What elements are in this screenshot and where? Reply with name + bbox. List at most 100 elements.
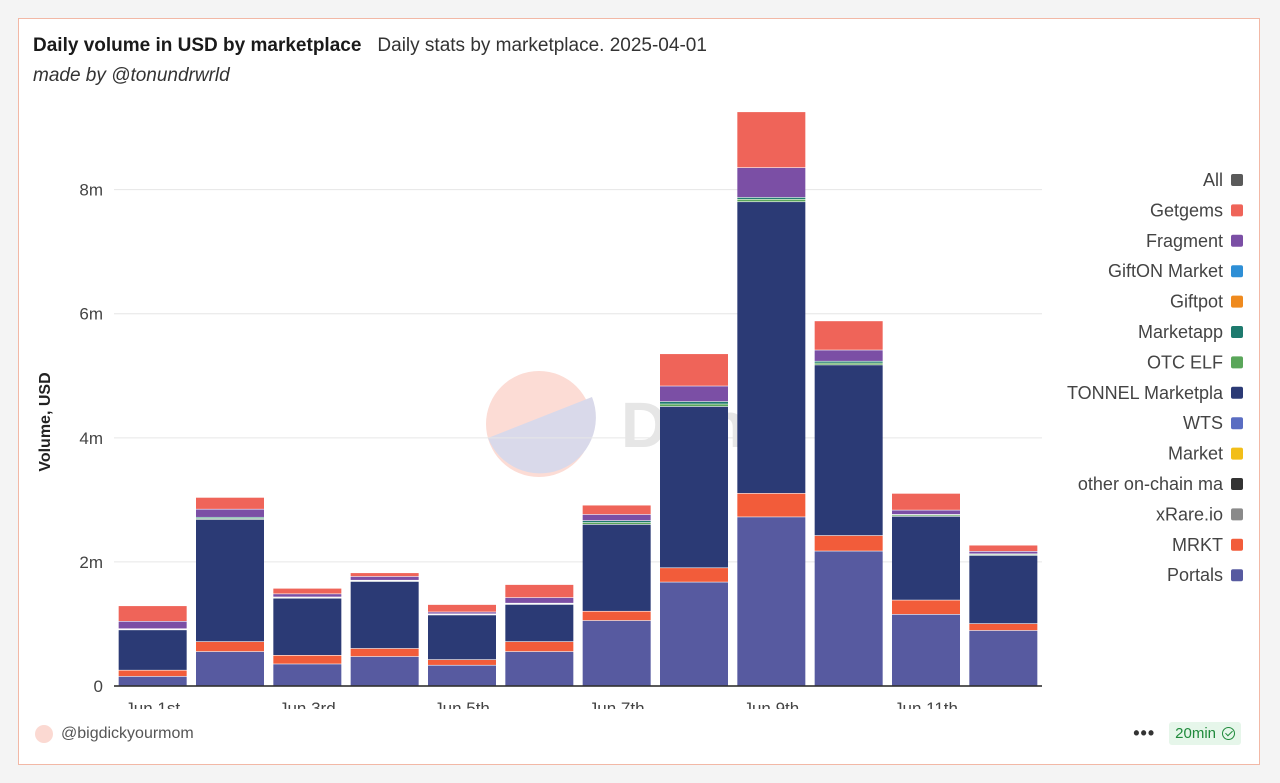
check-circle-icon: [1222, 727, 1235, 740]
bar-segment: Fragment: 60000: [350, 576, 419, 580]
legend-swatch: [1231, 234, 1243, 247]
legend-swatch: [1231, 569, 1243, 582]
x-tick-label: Jun 3rd: [279, 699, 336, 709]
legend-swatch: [1231, 478, 1243, 490]
bar-segment: Fragment: 250000: [660, 386, 728, 402]
bar-segment: OTC ELF: 40000: [737, 199, 806, 202]
bar-segment: Portals: 1150000: [892, 614, 960, 686]
bar-segment: Getgems: 250000: [118, 606, 187, 621]
bar-segment: Getgems: 150000: [582, 505, 651, 515]
y-tick-label: 4m: [79, 429, 103, 448]
y-tick-label: 2m: [79, 553, 103, 572]
bar-segment: Marketapp: 40000: [660, 401, 728, 404]
watermark-logo-icon-lower: [488, 397, 596, 474]
chart-grid: [114, 189, 1042, 563]
bar-stack: Portals: 890000MRKT: 110000TONNEL Market…: [969, 545, 1038, 686]
chart-axes: 0 2m 4m 6m 8m Jun 1st Jun 3rd Jun 5th Jun 7th Jun…: [79, 181, 1042, 709]
chart-header: Daily volume in USD by marketplace Daily…: [33, 35, 707, 87]
footer-creator: @bigdickyourmom: [35, 725, 194, 743]
bar-segment: MRKT: 150000: [582, 611, 651, 621]
legend-swatch: [1231, 538, 1243, 551]
chart-subtitle: Daily stats by marketplace. 2025-04-01: [377, 35, 707, 56]
bar-segment: MRKT: 110000: [969, 623, 1038, 631]
bar-segment: TONNEL Marketpla: 1350000: [892, 516, 960, 600]
bar-segment: Getgems: 90000: [273, 588, 342, 594]
bar-stack: Portals: 330000MRKT: 90000TONNEL Marketp…: [428, 604, 496, 686]
bar-segment: Fragment: 480000: [737, 167, 806, 198]
x-tick-label: Jun 11th: [894, 699, 958, 709]
legend-label: Getgems: [1150, 200, 1223, 220]
chart-bars: Portals: 150000MRKT: 100000TONNEL Market…: [118, 112, 1038, 686]
more-options-icon[interactable]: •••: [1133, 723, 1156, 743]
legend-label: Marketapp: [1138, 322, 1223, 342]
bar-segment: Portals: 1670000: [660, 582, 728, 686]
bar-stack: Portals: 2170000MRKT: 250000TONNEL Marke…: [814, 321, 883, 686]
bar-segment: Getgems: 190000: [196, 497, 264, 509]
bar-segment: MRKT: 250000: [814, 535, 883, 551]
bar-segment: MRKT: 130000: [350, 648, 419, 657]
legend-swatch: [1231, 447, 1243, 460]
legend-label: TONNEL Marketpla: [1067, 383, 1224, 403]
legend-swatch: [1231, 265, 1243, 278]
bar-segment: Getgems: 210000: [505, 584, 574, 598]
x-tick-label: Jun 7th: [589, 699, 645, 709]
bar-segment: TONNEL Marketpla: 650000: [118, 630, 187, 670]
legend-swatch: [1231, 326, 1243, 338]
bar-segment: Getgems: 270000: [892, 493, 960, 510]
chart-title: Daily volume in USD by marketplace: [33, 35, 362, 56]
legend-swatch: [1231, 204, 1243, 217]
footer-actions: ••• 20min: [1133, 722, 1241, 745]
bar-segment: MRKT: 160000: [505, 641, 574, 652]
bar-segment: TONNEL Marketpla: 1080000: [350, 581, 419, 649]
bar-segment: Fragment: 50000: [273, 594, 342, 597]
bar-segment: Marketapp: 20000: [196, 517, 264, 519]
creator-handle[interactable]: @bigdickyourmom: [61, 725, 194, 742]
x-tick-label: Jun 9th: [743, 699, 799, 709]
bar-stack: Portals: 350000MRKT: 140000TONNEL Market…: [273, 588, 342, 686]
bar-stack: Portals: 1050000MRKT: 150000TONNEL Marke…: [582, 505, 651, 686]
bar-segment: MRKT: 90000: [428, 659, 496, 665]
bar-segment: MRKT: 380000: [737, 493, 806, 517]
refresh-badge[interactable]: 20min: [1169, 722, 1241, 745]
bar-segment: Fragment: 120000: [118, 621, 187, 629]
legend-label: GiftON Market: [1108, 261, 1223, 281]
x-tick-label: Jun 1st: [125, 699, 180, 709]
legend-swatch: [1231, 295, 1243, 308]
legend-label: OTC ELF: [1147, 352, 1223, 372]
bar-segment: Portals: 2720000: [737, 517, 806, 686]
bar-segment: Portals: 550000: [505, 651, 574, 686]
bar-segment: Getgems: 120000: [428, 604, 496, 612]
creator-avatar[interactable]: [35, 725, 53, 743]
bar-segment: TONNEL Marketpla: 4700000: [737, 202, 806, 494]
bar-segment: TONNEL Marketpla: 2750000: [814, 365, 883, 536]
bar-segment: TONNEL Marketpla: 1100000: [969, 555, 1038, 624]
bar-segment: Fragment: 90000: [505, 597, 574, 603]
bar-stack: Portals: 1150000MRKT: 230000TONNEL Marke…: [892, 493, 960, 686]
bar-segment: Portals: 150000: [118, 676, 187, 686]
bar-stack: Portals: 470000MRKT: 130000TONNEL Market…: [350, 573, 419, 686]
bar-segment: TONNEL Marketpla: 1970000: [196, 519, 264, 642]
legend-swatch: [1231, 417, 1243, 430]
bar-segment: Portals: 550000: [196, 651, 264, 686]
bar-segment: TONNEL Marketpla: 920000: [273, 598, 342, 655]
bar-segment: TONNEL Marketpla: 1400000: [582, 524, 651, 611]
bar-segment: MRKT: 230000: [892, 600, 960, 615]
bar-stack: Portals: 550000MRKT: 160000TONNEL Market…: [505, 584, 574, 686]
bar-segment: Fragment: 70000: [892, 510, 960, 515]
bar-stack: Portals: 2720000MRKT: 380000TONNEL Marke…: [737, 112, 806, 686]
chart-legend: All Getgems Fragment GiftON Market Giftpot Ma…: [1067, 170, 1243, 585]
bar-segment: Portals: 330000: [428, 665, 496, 686]
bar-segment: Portals: 1050000: [582, 620, 651, 686]
bar-segment: Fragment: 100000: [582, 514, 651, 521]
legend-label: MRKT: [1172, 535, 1223, 555]
bar-segment: TONNEL Marketpla: 600000: [505, 604, 574, 642]
legend-label: other on-chain ma: [1078, 474, 1224, 494]
legend-swatch: [1231, 356, 1243, 369]
bar-segment: Getgems: 470000: [814, 321, 883, 350]
chart-author: made by @tonundrwrld: [33, 65, 230, 86]
bar-segment: Portals: 890000: [969, 630, 1038, 686]
bar-segment: MRKT: 140000: [273, 655, 342, 664]
legend-swatch: [1231, 386, 1243, 399]
bar-segment: Fragment: 40000: [969, 551, 1038, 554]
bar-segment: TONNEL Marketpla: 2600000: [660, 406, 728, 568]
